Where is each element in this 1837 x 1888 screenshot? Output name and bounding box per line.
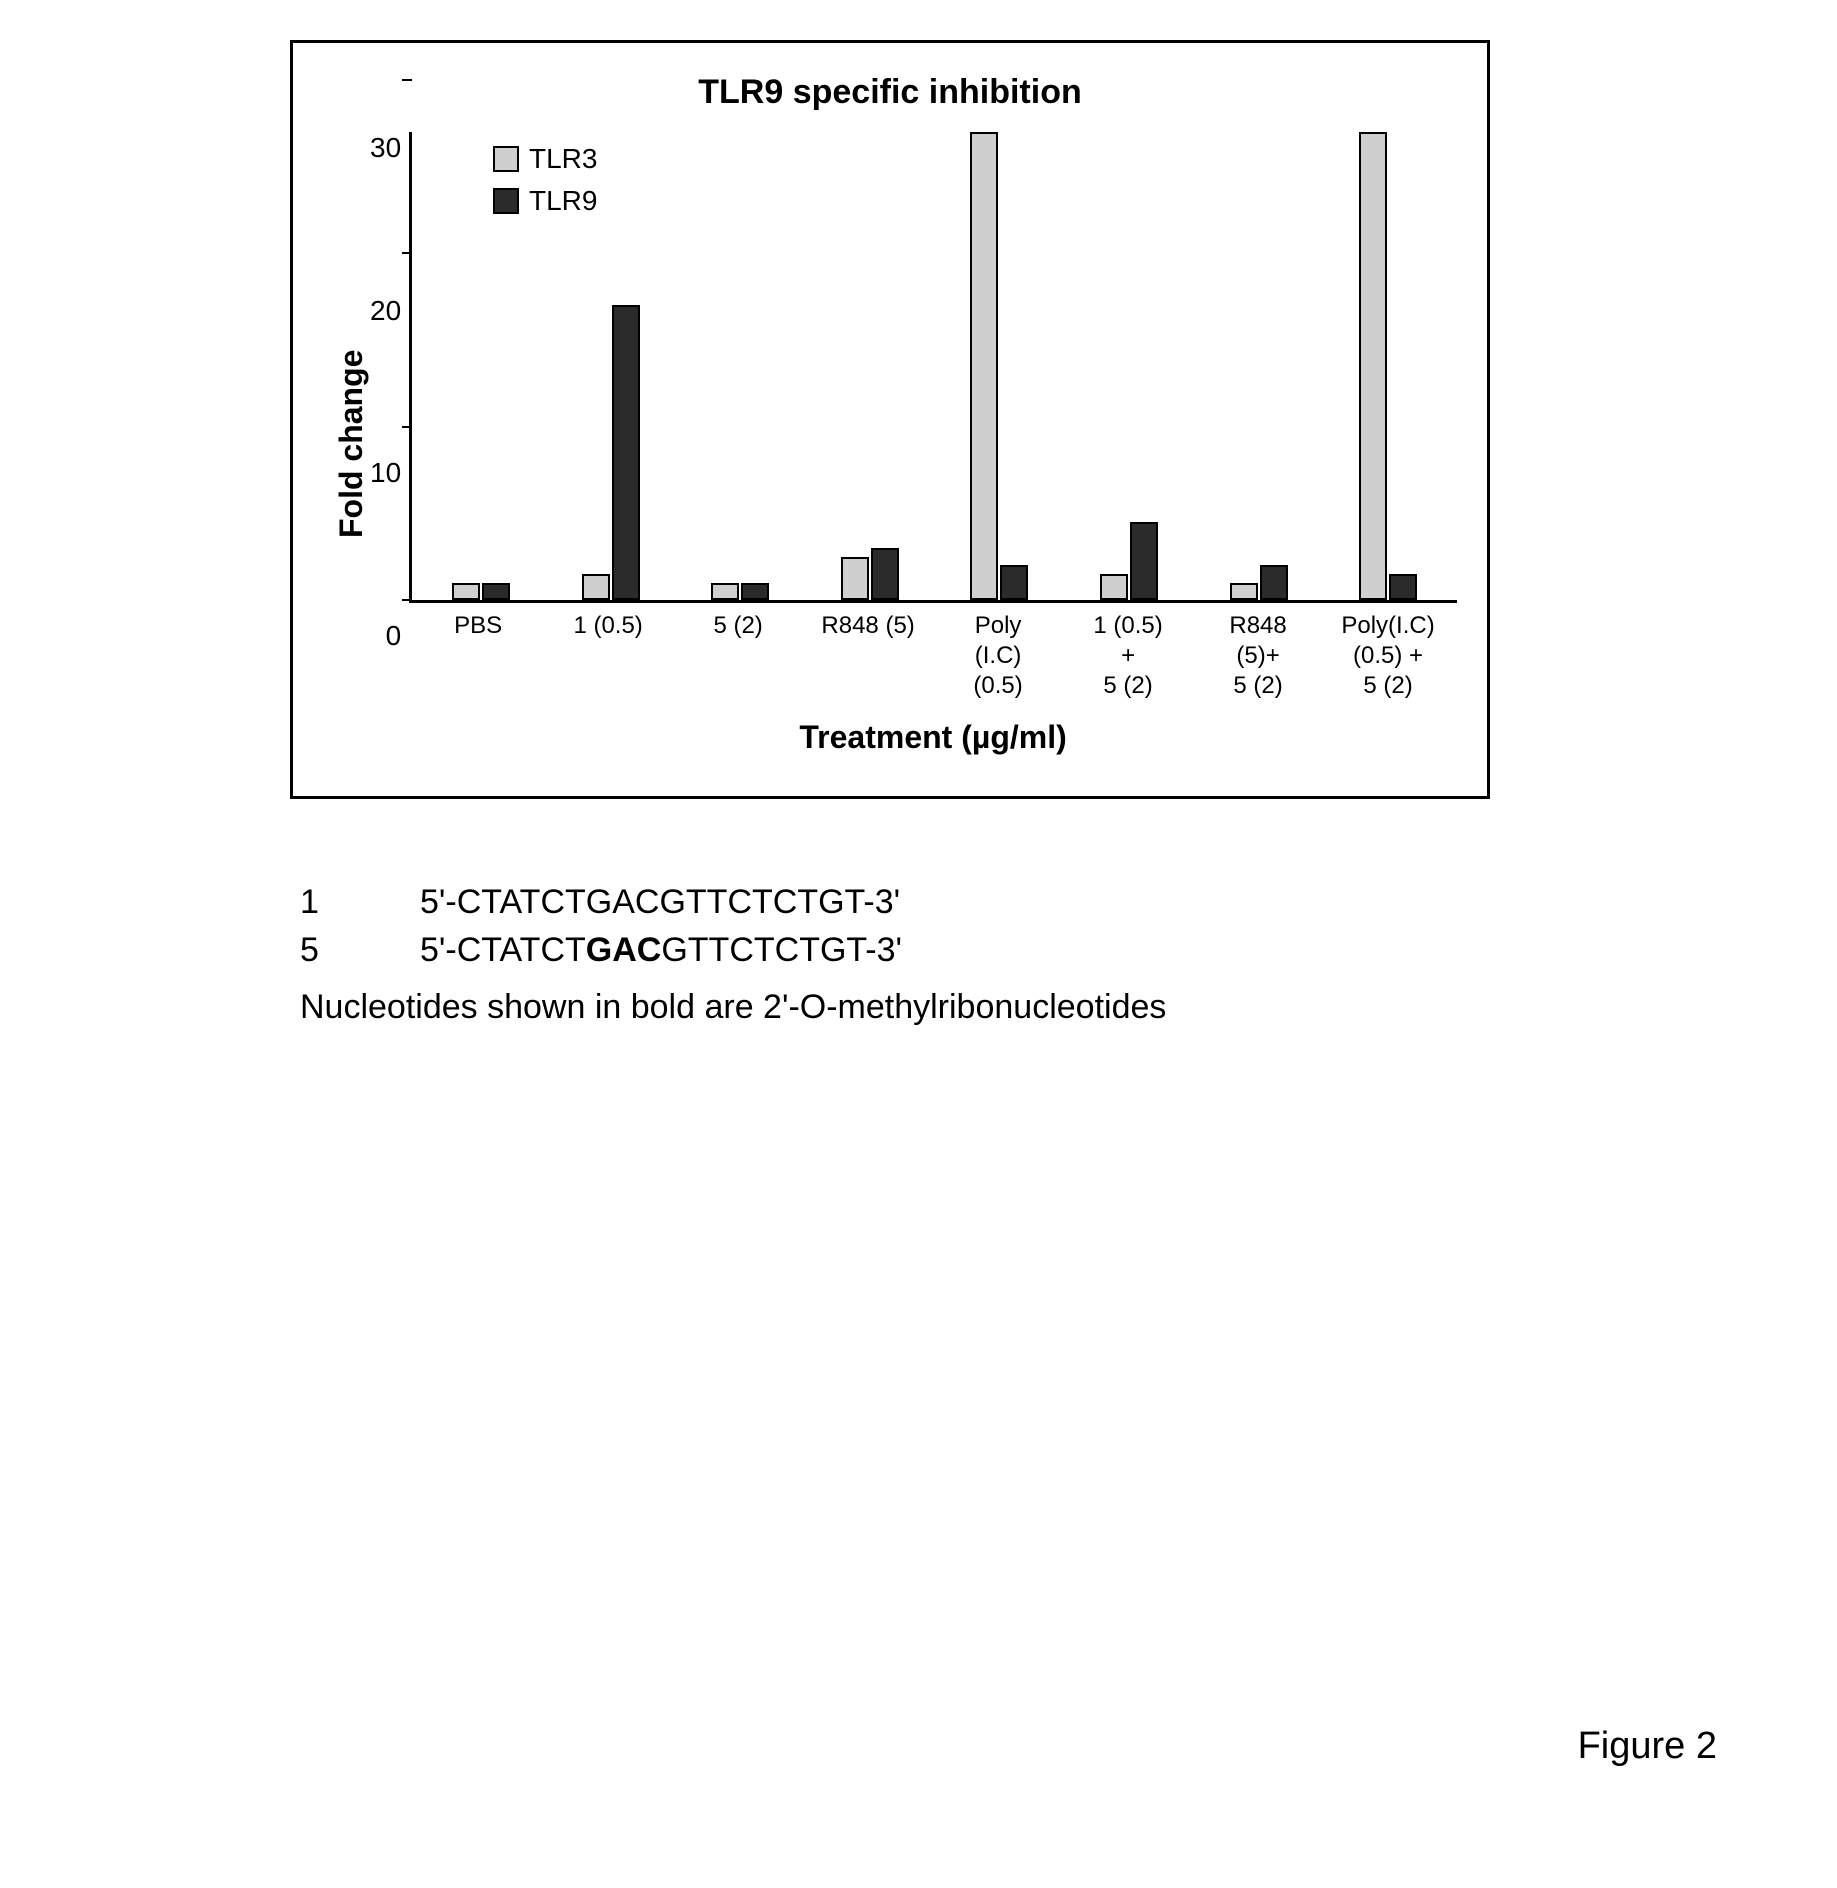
xaxis-category: R848 (5)+ 5 (2)	[1193, 611, 1323, 701]
bar-tlr3	[711, 583, 739, 600]
xaxis-labels: PBS1 (0.5)5 (2)R848 (5)Poly (I.C) (0.5)1…	[409, 603, 1457, 701]
xaxis-category: 1 (0.5) + 5 (2)	[1063, 611, 1193, 701]
bar-tlr9	[1130, 522, 1158, 600]
bar-tlr3	[1359, 132, 1387, 600]
chart: TLR9 specific inhibition TLR3 TLR9 Fold …	[323, 73, 1457, 756]
yaxis-tick: 0	[386, 620, 402, 652]
bar-group	[546, 305, 676, 600]
bar-group	[1323, 132, 1453, 600]
bar-group	[675, 583, 805, 600]
bar-tlr9	[612, 305, 640, 600]
yaxis-tickline	[402, 252, 412, 254]
figure-frame: TLR9 specific inhibition TLR3 TLR9 Fold …	[290, 40, 1490, 799]
xaxis-category: R848 (5)	[803, 611, 933, 701]
yaxis-tickline	[402, 79, 412, 81]
bar-tlr3	[841, 557, 869, 600]
bar-tlr3	[1100, 574, 1128, 600]
xaxis-row: PBS1 (0.5)5 (2)R848 (5)Poly (I.C) (0.5)1…	[409, 603, 1457, 701]
yaxis-tick: 10	[370, 457, 401, 489]
xaxis-title: Treatment (µg/ml)	[409, 719, 1457, 756]
figure-label: Figure 2	[1578, 1725, 1717, 1768]
xaxis-category: 1 (0.5)	[543, 611, 673, 701]
plot-row: Fold change 3020100 PBS1 (0.5)5 (2)R848 …	[323, 132, 1457, 756]
chart-title: TLR9 specific inhibition	[323, 73, 1457, 112]
caption-sequence: 5'-CTATCTGACGTTCTCTGT-3'	[420, 879, 900, 927]
caption-sequence: 5'-CTATCTGACGTTCTCTGT-3'	[420, 927, 902, 975]
bar-group	[416, 583, 546, 600]
bar-tlr9	[871, 548, 899, 600]
caption-index: 5	[300, 927, 340, 975]
xaxis-category: PBS	[413, 611, 543, 701]
yaxis-tick: 30	[370, 132, 401, 164]
bar-tlr3	[1230, 583, 1258, 600]
caption: 1 5'-CTATCTGACGTTCTCTGT-3' 5 5'-CTATCTGACGT…	[300, 879, 1797, 1032]
xaxis-category: Poly(I.C) (0.5) + 5 (2)	[1323, 611, 1453, 701]
yaxis-label: Fold change	[323, 132, 370, 756]
bar-tlr3	[582, 574, 610, 600]
yaxis-tickline	[402, 599, 412, 601]
yaxis-tick: 20	[370, 295, 401, 327]
caption-index: 1	[300, 879, 340, 927]
xaxis-category: Poly (I.C) (0.5)	[933, 611, 1063, 701]
bar-tlr9	[1260, 565, 1288, 600]
bar-tlr3	[970, 132, 998, 600]
bar-tlr9	[1389, 574, 1417, 600]
caption-note: Nucleotides shown in bold are 2'-O-methy…	[300, 984, 1797, 1032]
bar-group	[1194, 565, 1324, 600]
bar-group	[1064, 522, 1194, 600]
plot-area	[409, 132, 1457, 603]
caption-row: 1 5'-CTATCTGACGTTCTCTGT-3'	[300, 879, 1797, 927]
bar-group	[805, 548, 935, 600]
caption-row: 5 5'-CTATCTGACGTTCTCTGT-3'	[300, 927, 1797, 975]
bar-group	[935, 132, 1065, 600]
bar-tlr9	[1000, 565, 1028, 600]
yaxis-tickline	[402, 426, 412, 428]
bar-tlr9	[482, 583, 510, 600]
bar-tlr3	[452, 583, 480, 600]
bar-tlr9	[741, 583, 769, 600]
xaxis-category: 5 (2)	[673, 611, 803, 701]
yaxis-ticks: 30 20 10 0	[370, 132, 409, 652]
